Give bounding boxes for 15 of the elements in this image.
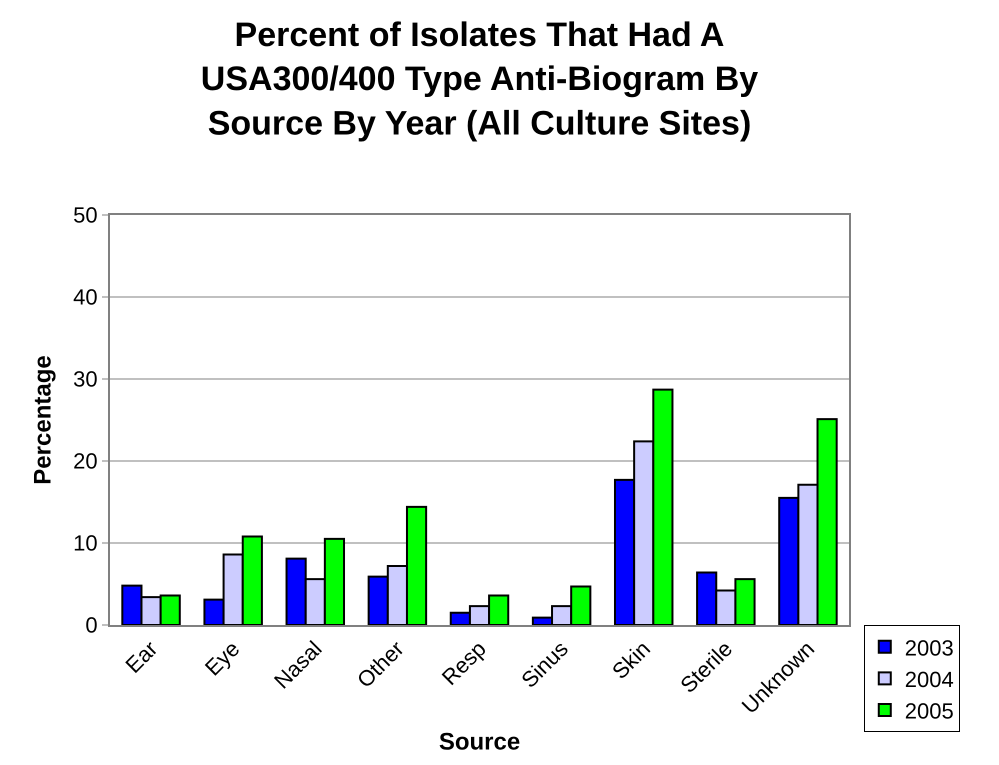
legend-label: 2005 <box>904 698 954 724</box>
y-tick-label: 0 <box>85 612 98 638</box>
y-tick-label: 30 <box>73 366 98 392</box>
x-tick-label: Ear <box>120 636 162 678</box>
chart-title: Percent of Isolates That Had A USA300/400 Type Anti-Biogram By Source By Year (All Culture Sites) <box>200 16 758 142</box>
legend-label: 2004 <box>904 666 954 692</box>
y-tick-label: 20 <box>73 448 98 474</box>
x-tick-label: Skin <box>607 636 656 684</box>
legend-label: 2003 <box>904 635 954 660</box>
x-axis-title: Source <box>438 728 520 756</box>
y-axis-title: Percentage <box>30 355 57 485</box>
y-tick-label: 40 <box>73 284 98 310</box>
y-tick-label: 10 <box>73 530 98 556</box>
y-tick-label: 50 <box>73 202 98 228</box>
x-tick-label: Eye <box>200 636 244 681</box>
